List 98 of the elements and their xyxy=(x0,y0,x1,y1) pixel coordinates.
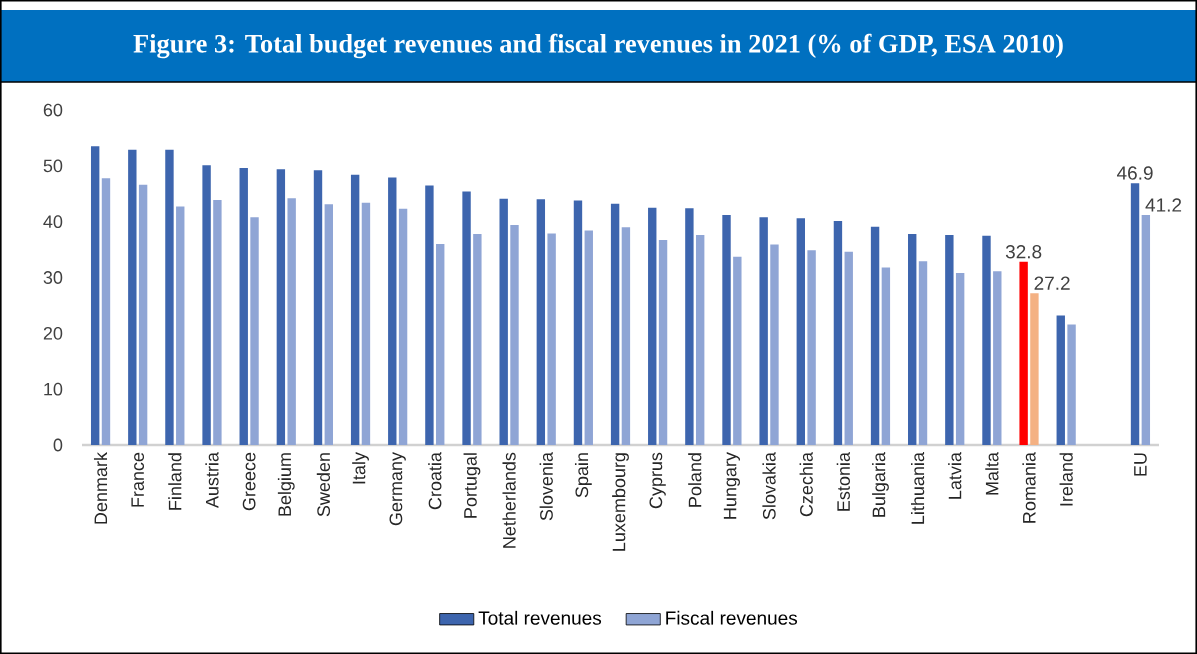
x-tick-label: Netherlands xyxy=(502,452,516,548)
bar xyxy=(1130,183,1140,445)
data-label: 41.2 xyxy=(1145,198,1182,212)
bar xyxy=(695,235,705,445)
x-tick-label: Hungary xyxy=(723,452,740,519)
x-tick-label: Latvia xyxy=(948,452,962,499)
y-tick-label: 40 xyxy=(43,215,63,229)
bar xyxy=(870,226,880,445)
bar xyxy=(908,233,917,445)
bar xyxy=(759,217,768,445)
data-label: 27.2 xyxy=(1034,276,1070,290)
bar xyxy=(573,200,583,445)
x-tick-label: Austria xyxy=(205,452,219,509)
y-tick-label: 10 xyxy=(44,382,63,396)
legend-label: Total revenues xyxy=(478,610,602,625)
bar xyxy=(425,185,434,445)
bar xyxy=(128,149,137,445)
x-tick-label: Denmark xyxy=(93,452,108,524)
x-tick-label: Cyprus xyxy=(649,452,666,509)
x-tick-label: Sweden xyxy=(316,453,331,517)
bar xyxy=(547,233,556,445)
bar xyxy=(250,217,259,445)
x-tick-label: Malta xyxy=(985,452,999,495)
bar xyxy=(499,198,508,445)
bar xyxy=(202,165,211,445)
bar xyxy=(176,206,185,445)
x-tick-label: Belgium xyxy=(277,453,295,516)
bar xyxy=(1030,293,1039,445)
bar xyxy=(685,208,694,445)
x-tick-label: France xyxy=(131,452,145,507)
bar xyxy=(807,250,816,445)
x-tick-label: Croatia xyxy=(428,452,442,510)
bar xyxy=(1056,315,1065,445)
bar xyxy=(621,227,631,445)
bar xyxy=(770,244,779,445)
bar xyxy=(138,184,148,445)
bar xyxy=(287,198,296,445)
bar xyxy=(918,261,928,445)
bar xyxy=(833,221,843,445)
bar xyxy=(648,207,657,445)
bar xyxy=(796,218,805,445)
bar xyxy=(101,178,111,445)
bar xyxy=(324,204,334,445)
y-tick-label: 20 xyxy=(43,326,63,340)
bar xyxy=(388,177,397,445)
bar xyxy=(610,203,620,445)
bar xyxy=(90,146,100,445)
chart-title: Figure 3: Total budget revenues and fiscal revenues in 2021 (% of GDP, ESA 2010) xyxy=(133,33,1063,59)
x-tick-label: Germany xyxy=(389,452,406,526)
bar xyxy=(462,191,471,445)
bar xyxy=(276,169,286,445)
data-label: 46.9 xyxy=(1116,166,1153,180)
x-tick-label: Luxembourg xyxy=(612,453,629,551)
bar xyxy=(658,240,668,445)
bar xyxy=(1141,214,1151,445)
bar xyxy=(881,267,891,445)
x-tick-label: Finland xyxy=(168,453,182,510)
bar xyxy=(584,230,593,445)
x-tick-label: Slovakia xyxy=(762,452,776,520)
y-tick-label: 30 xyxy=(43,271,63,284)
bar xyxy=(313,170,323,445)
bar xyxy=(436,244,445,445)
x-tick-label: Bulgaria xyxy=(872,452,889,517)
x-tick-label: EU xyxy=(1134,453,1147,476)
x-tick-label: Romania xyxy=(1022,452,1036,523)
x-tick-label: Czechia xyxy=(799,452,813,517)
bar xyxy=(350,174,360,445)
x-tick-label: Poland xyxy=(688,453,702,507)
y-tick-label: 50 xyxy=(43,159,63,173)
bar xyxy=(473,233,482,445)
bar xyxy=(536,199,546,445)
bar xyxy=(955,273,965,445)
bar xyxy=(993,271,1002,445)
x-tick-label: Spain xyxy=(574,453,592,498)
y-tick-label: 60 xyxy=(43,103,63,117)
bar xyxy=(361,202,371,445)
x-tick-label: Italy xyxy=(352,452,369,484)
bar xyxy=(945,235,954,445)
x-tick-label: Lithuania xyxy=(911,452,925,524)
bar xyxy=(722,214,731,445)
x-tick-label: Portugal xyxy=(463,453,481,518)
bar xyxy=(510,225,519,445)
bar xyxy=(1019,261,1028,445)
bar xyxy=(165,149,174,445)
bar xyxy=(733,256,742,445)
x-tick-label: Greece xyxy=(242,452,256,511)
legend-label: Fiscal revenues xyxy=(666,610,798,625)
x-tick-label: Ireland xyxy=(1059,453,1073,506)
bar xyxy=(213,199,222,445)
bar xyxy=(982,235,991,445)
x-tick-label: Estonia xyxy=(836,452,850,511)
y-tick-label: 0 xyxy=(53,438,63,452)
x-tick-label: Slovenia xyxy=(539,452,553,521)
bar xyxy=(239,168,248,445)
bar xyxy=(1067,324,1076,445)
bar xyxy=(844,251,853,445)
bar xyxy=(398,208,408,445)
data-label: 32.8 xyxy=(1005,245,1042,259)
